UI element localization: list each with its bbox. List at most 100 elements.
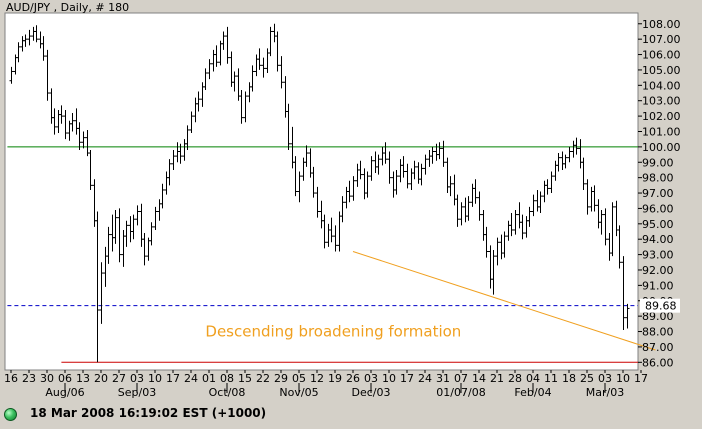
ohlc-bar: [617, 225, 622, 269]
ohlc-bar: [369, 156, 374, 181]
ohlc-bar: [340, 196, 345, 223]
ohlc-bar: [315, 186, 320, 218]
ohlc-bar: [473, 179, 478, 204]
ohlc-bar: [45, 49, 50, 101]
x-tick-label: 11: [544, 372, 558, 385]
status-text: 18 Mar 2008 16:19:02 EST (+1000): [30, 406, 266, 420]
ohlc-bar: [117, 208, 122, 263]
x-tick-label: 17: [166, 372, 180, 385]
ohlc-bar: [520, 214, 525, 240]
x-tick-label: 30: [40, 372, 54, 385]
ohlc-bar: [153, 206, 158, 230]
y-tick-label: 99.00: [642, 156, 674, 169]
ohlc-bar: [257, 48, 262, 70]
ohlc-bar: [178, 143, 183, 164]
ohlc-bar: [599, 209, 604, 235]
x-tick-label: 29: [274, 372, 288, 385]
x-tick-label: 05: [292, 372, 306, 385]
y-tick-label: 97.00: [642, 187, 674, 200]
y-tick-label: 107.00: [642, 33, 681, 46]
ohlc-bar: [239, 89, 244, 124]
ohlc-bar: [333, 225, 338, 252]
y-tick-label: 102.00: [642, 110, 681, 123]
ohlc-bar: [135, 205, 140, 226]
ohlc-bar: [574, 137, 579, 155]
ohlc-bar: [531, 194, 536, 217]
ohlc-bar: [88, 149, 93, 190]
x-period-label: Dec/03: [352, 386, 391, 399]
x-period-label: Oct/08: [209, 386, 246, 399]
ohlc-bar: [268, 26, 273, 57]
x-tick-label: 23: [22, 372, 36, 385]
ohlc-bar: [77, 122, 82, 150]
ohlc-bar: [592, 185, 597, 212]
y-tick-label: 105.00: [642, 64, 681, 77]
x-tick-label: 04: [526, 372, 540, 385]
ohlc-bar: [99, 262, 104, 324]
ohlc-bar: [538, 191, 543, 214]
ohlc-bar: [142, 233, 147, 266]
x-tick-label: 25: [580, 372, 594, 385]
y-tick-label: 87.00: [642, 341, 674, 354]
y-tick-label: 88.00: [642, 326, 674, 339]
ohlc-bar: [513, 209, 518, 235]
x-tick-label: 20: [94, 372, 108, 385]
ohlc-bar: [275, 31, 280, 72]
x-tick-label: 31: [436, 372, 450, 385]
chart: 86.0087.0088.0089.0090.0091.0092.0093.00…: [4, 1, 681, 399]
ohlc-bar: [59, 105, 64, 124]
ohlc-bar: [430, 146, 435, 164]
ohlc-bar: [527, 206, 532, 227]
y-tick-label: 103.00: [642, 95, 681, 108]
trendline-0: [352, 251, 656, 351]
x-tick-label: 10: [382, 372, 396, 385]
ohlc-bar: [160, 183, 165, 209]
x-tick-label: 16: [4, 372, 18, 385]
x-tick-label: 10: [148, 372, 162, 385]
x-tick-label: 03: [364, 372, 378, 385]
chart-annotation: Descending broadening formation: [205, 323, 461, 341]
ohlc-bar: [376, 154, 381, 175]
ohlc-bar: [347, 180, 352, 203]
ohlc-bar: [185, 125, 190, 150]
ohlc-bar: [124, 220, 129, 247]
x-tick-label: 13: [76, 372, 90, 385]
y-tick-label: 96.00: [642, 202, 674, 215]
ohlc-bar: [459, 202, 464, 226]
ohlc-bar: [441, 140, 446, 167]
status-indicator-icon: [4, 408, 17, 421]
ohlc-bar: [502, 231, 507, 258]
x-tick-label: 07: [454, 372, 468, 385]
status-timezone: EST: [182, 406, 208, 420]
ohlc-bar: [477, 191, 482, 221]
x-tick-label: 06: [58, 372, 72, 385]
y-tick-label: 108.00: [642, 18, 681, 31]
x-period-label: Nov/05: [279, 386, 318, 399]
ohlc-bar: [221, 31, 226, 50]
status-bar: 18 Mar 2008 16:19:02 EST (+1000): [0, 400, 702, 429]
x-tick-label: 26: [346, 372, 360, 385]
x-tick-label: 27: [112, 372, 126, 385]
ohlc-bar: [401, 156, 406, 178]
ohlc-bar: [610, 202, 615, 257]
x-tick-label: 03: [598, 372, 612, 385]
ohlc-bar: [365, 171, 370, 198]
plot-area: [4, 12, 639, 371]
ohlc-bar: [113, 209, 118, 244]
ohlc-bar: [405, 163, 410, 189]
x-tick-label: 10: [616, 372, 630, 385]
price-marker-label: 89.68: [645, 300, 677, 313]
ohlc-bar: [243, 91, 248, 123]
y-tick-label: 100.00: [642, 141, 681, 154]
ohlc-bar: [585, 179, 590, 215]
x-tick-label: 01: [202, 372, 216, 385]
ohlc-bar: [466, 196, 471, 221]
ohlc-bar: [621, 256, 626, 330]
price-marker-bg: [640, 298, 680, 313]
ohlc-bar: [491, 249, 496, 295]
ohlc-bar: [563, 154, 568, 169]
x-tick-label: 21: [490, 372, 504, 385]
x-tick-label: 18: [562, 372, 576, 385]
y-tick-label: 91.00: [642, 279, 674, 292]
ohlc-bar: [196, 91, 201, 112]
